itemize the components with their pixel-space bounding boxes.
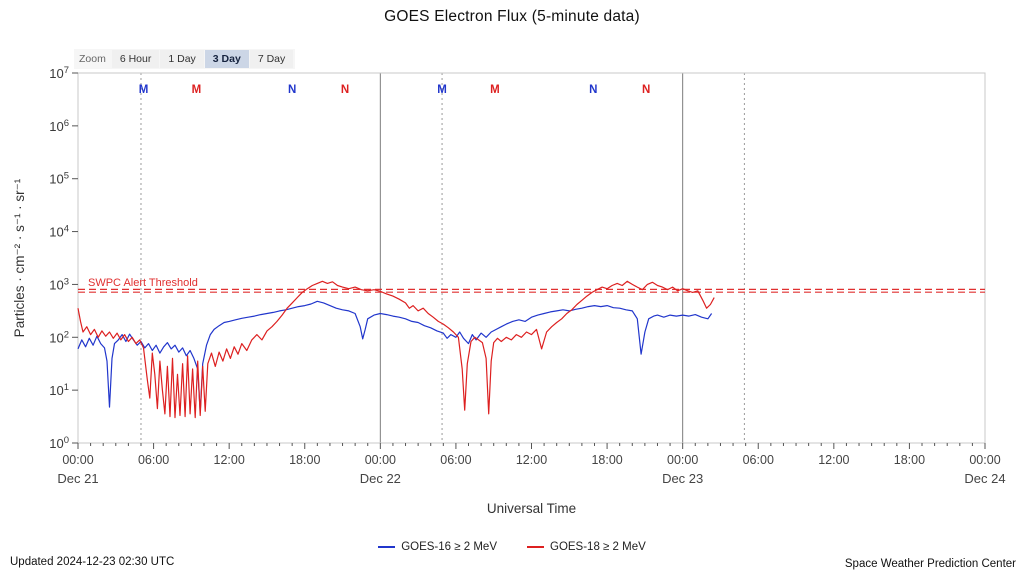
satellite-marker-m: M — [192, 84, 202, 96]
zoom-button-1day[interactable]: 1 Day — [160, 50, 204, 68]
y-tick-label: 106 — [49, 118, 69, 134]
zoom-label: Zoom — [79, 53, 106, 65]
satellite-marker-n: N — [589, 84, 597, 96]
plot-area[interactable] — [78, 73, 985, 443]
y-axis-title: Particles · cm⁻² · s⁻¹ · sr⁻¹ — [12, 178, 27, 337]
satellite-marker-m: M — [437, 84, 447, 96]
satellite-marker-m: M — [139, 84, 149, 96]
x-time-label: 06:00 — [440, 453, 471, 467]
zoom-bar: Zoom 6 Hour 1 Day 3 Day 7 Day — [74, 49, 296, 69]
alert-threshold-label: SWPC Alert Threshold — [88, 277, 198, 289]
y-tick-label: 107 — [49, 65, 69, 81]
x-time-label: 18:00 — [591, 453, 622, 467]
y-tick-label: 102 — [49, 329, 69, 345]
legend-label-goes-18: GOES-18 ≥ 2 MeV — [550, 541, 646, 553]
x-date-label: Dec 21 — [57, 471, 98, 486]
satellite-marker-n: N — [341, 84, 349, 96]
page-title: GOES Electron Flux (5-minute data) — [384, 8, 640, 25]
legend-label-goes-16: GOES-16 ≥ 2 MeV — [401, 541, 497, 553]
y-tick-label: 100 — [49, 435, 69, 451]
source-attribution: Space Weather Prediction Center — [844, 558, 1016, 570]
x-date-label: Dec 24 — [964, 471, 1005, 486]
y-tick-label: 105 — [49, 171, 69, 187]
zoom-button-7day[interactable]: 7 Day — [249, 50, 294, 68]
series-line-goes-18 — [77, 280, 715, 419]
x-time-label: 18:00 — [894, 453, 925, 467]
y-tick-label: 104 — [49, 224, 69, 240]
x-time-label: 06:00 — [138, 453, 169, 467]
legend-item-goes-16[interactable]: GOES-16 ≥ 2 MeV — [378, 541, 497, 553]
y-tick-label: 103 — [49, 276, 69, 292]
satellite-marker-m: M — [490, 84, 500, 96]
x-time-label: 00:00 — [969, 453, 1000, 467]
x-date-label: Dec 22 — [360, 471, 401, 486]
x-time-label: 00:00 — [62, 453, 93, 467]
chart-legend: GOES-16 ≥ 2 MeV GOES-18 ≥ 2 MeV — [0, 541, 1024, 553]
zoom-button-6hour[interactable]: 6 Hour — [111, 50, 160, 68]
zoom-button-3day[interactable]: 3 Day — [204, 50, 249, 68]
x-time-label: 06:00 — [743, 453, 774, 467]
satellite-marker-n: N — [642, 84, 650, 96]
satellite-marker-n: N — [288, 84, 296, 96]
x-time-label: 12:00 — [214, 453, 245, 467]
x-axis-title: Universal Time — [487, 501, 576, 516]
series-line-goes-16 — [77, 300, 713, 413]
x-date-label: Dec 23 — [662, 471, 703, 486]
x-time-label: 00:00 — [667, 453, 698, 467]
x-time-label: 00:00 — [365, 453, 396, 467]
x-time-label: 18:00 — [289, 453, 320, 467]
x-time-label: 12:00 — [818, 453, 849, 467]
y-tick-label: 101 — [49, 382, 69, 398]
goes-16-line-swatch — [378, 546, 396, 548]
goes-18-line-swatch — [527, 546, 544, 548]
updated-timestamp: Updated 2024-12-23 02:30 UTC — [10, 556, 175, 568]
x-time-label: 12:00 — [516, 453, 547, 467]
legend-item-goes-18[interactable]: GOES-18 ≥ 2 MeV — [527, 541, 646, 553]
